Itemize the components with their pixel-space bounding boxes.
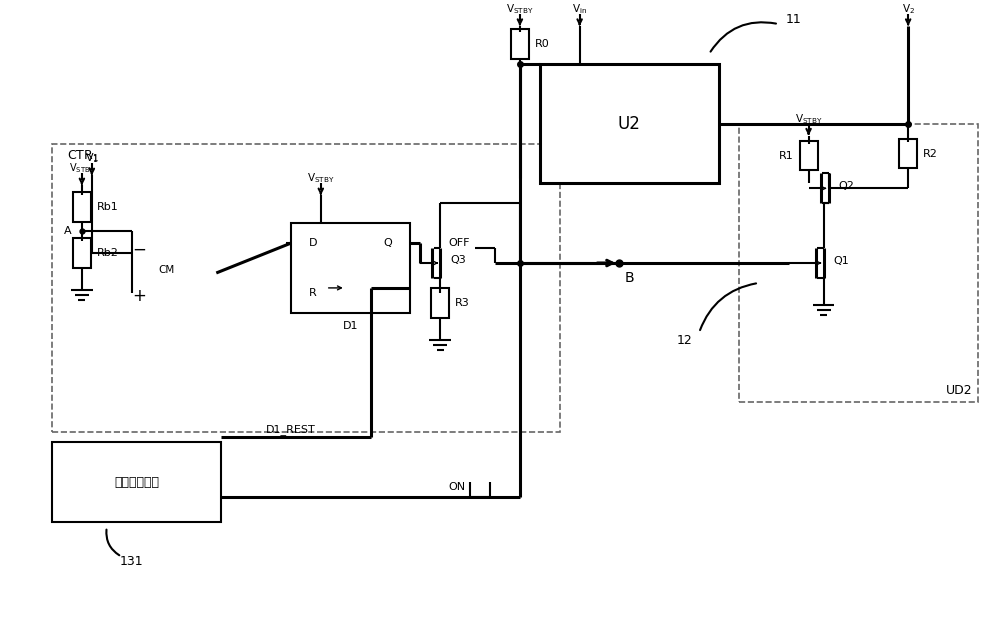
Text: Q3: Q3: [450, 255, 466, 265]
Text: +: +: [133, 287, 147, 305]
Text: 131: 131: [120, 555, 143, 568]
Text: −: −: [133, 241, 147, 259]
Text: Rb2: Rb2: [97, 248, 119, 258]
Text: $\rm V_{STBY}$: $\rm V_{STBY}$: [506, 3, 534, 16]
Bar: [431, 288, 449, 318]
Text: D: D: [309, 238, 317, 248]
Text: $\rm V_1$: $\rm V_1$: [85, 152, 99, 166]
Text: 逻辑控制电路: 逻辑控制电路: [114, 476, 159, 489]
Text: $\rm V_{in}$: $\rm V_{in}$: [572, 3, 587, 16]
Text: D1: D1: [343, 321, 358, 331]
Text: D1_REST: D1_REST: [266, 424, 316, 435]
Text: R3: R3: [455, 298, 470, 308]
Bar: [511, 29, 529, 59]
Text: $\rm V_{STBY}$: $\rm V_{STBY}$: [69, 162, 95, 175]
Text: B: B: [624, 271, 634, 285]
Text: R2: R2: [923, 148, 938, 159]
Text: $\rm CTR_1$: $\rm CTR_1$: [67, 148, 99, 164]
Bar: [52, 442, 221, 522]
Bar: [800, 141, 818, 170]
Text: OFF: OFF: [449, 238, 470, 248]
Text: CM: CM: [158, 265, 175, 275]
Text: $\rm V_{STBY}$: $\rm V_{STBY}$: [307, 171, 335, 186]
Text: $\rm V_2$: $\rm V_2$: [902, 3, 915, 16]
Text: $\rm V_{STBY}$: $\rm V_{STBY}$: [795, 112, 822, 126]
Text: Q: Q: [384, 238, 392, 248]
Bar: [73, 238, 91, 268]
Text: 12: 12: [676, 334, 692, 347]
Text: R1: R1: [779, 150, 794, 160]
Text: R0: R0: [535, 39, 550, 49]
Text: UD2: UD2: [946, 385, 973, 397]
Text: R: R: [309, 288, 317, 298]
Bar: [73, 193, 91, 222]
Text: 11: 11: [786, 13, 802, 26]
Text: Q2: Q2: [838, 182, 854, 191]
Text: U2: U2: [618, 115, 641, 133]
Text: Q1: Q1: [833, 256, 849, 266]
Bar: [899, 139, 917, 168]
Text: ON: ON: [448, 482, 465, 492]
Bar: [291, 223, 410, 313]
Bar: [540, 64, 719, 184]
Text: A: A: [64, 226, 72, 236]
Bar: [739, 124, 978, 403]
Text: Rb1: Rb1: [97, 202, 119, 213]
Bar: [52, 144, 560, 432]
